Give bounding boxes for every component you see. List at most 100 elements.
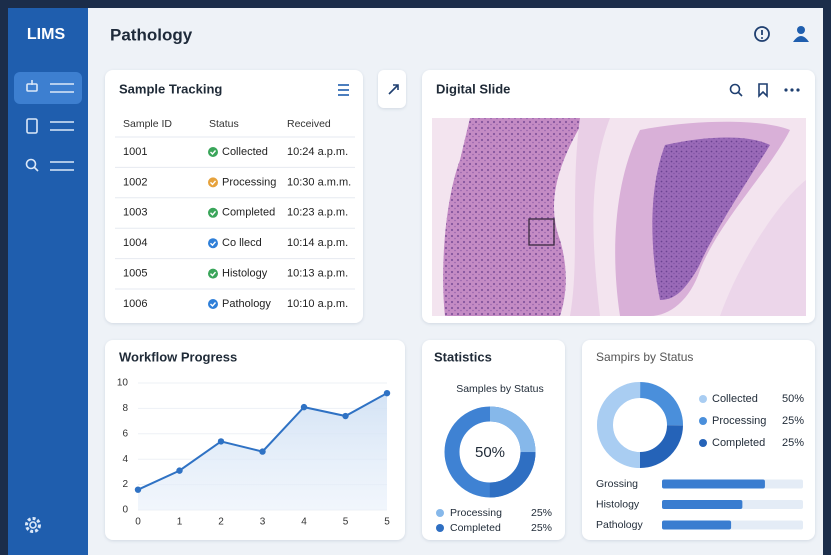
zoom-button[interactable] (729, 83, 743, 97)
column-header: Status (209, 118, 239, 130)
legend-label: Collected (712, 393, 758, 405)
status-check (210, 180, 217, 186)
received: 10:24 a.p.m. (287, 146, 348, 158)
donut-center-label: 50% (475, 444, 505, 461)
status-check (210, 302, 217, 308)
app-title: LIMS (27, 26, 66, 43)
chart-subtitle: Samples by Status (456, 383, 544, 395)
point (176, 467, 183, 474)
legend-label: Processing (450, 507, 502, 519)
column-header: Received (287, 118, 331, 130)
user-button[interactable] (793, 26, 809, 42)
sample-tracking-card (105, 70, 363, 323)
status-check (210, 241, 217, 247)
donut-segment (444, 406, 536, 498)
legend-dot (699, 417, 707, 425)
status-check (210, 210, 217, 216)
status-icon (208, 147, 218, 157)
legend-label: Completed (712, 437, 765, 449)
donut-segment (444, 406, 536, 498)
y-tick-label: 2 (122, 479, 128, 490)
sample-id: 1005 (123, 268, 147, 280)
status: Co llecd (222, 237, 262, 249)
status-icon (208, 177, 218, 188)
more-button[interactable] (784, 88, 800, 92)
bar (662, 500, 743, 509)
y-tick-label: 4 (122, 454, 128, 465)
alert-button[interactable] (754, 26, 770, 42)
expand-icon (388, 84, 399, 95)
expand-button[interactable] (378, 70, 406, 108)
received: 10:23 a.p.m. (287, 207, 348, 219)
status: Pathology (222, 298, 271, 310)
nav-item[interactable] (14, 151, 82, 181)
point (300, 403, 308, 411)
nav-item[interactable] (14, 112, 82, 142)
menu-button[interactable] (338, 84, 349, 96)
status: Histology (222, 268, 268, 280)
card-title: Workflow Progress (119, 349, 237, 364)
card-title: Sample Tracking (119, 81, 222, 96)
settings-button[interactable] (25, 517, 41, 533)
card-title: Digital Slide (436, 81, 510, 96)
point (383, 389, 391, 397)
y-tick-label: 0 (122, 505, 128, 516)
x-tick-label: 3 (260, 517, 266, 528)
x-tick-label: 0 (135, 517, 141, 528)
received: 10:14 a.p.m. (287, 237, 348, 249)
bar (662, 520, 732, 530)
point (259, 448, 266, 455)
status-icon (208, 207, 218, 218)
x-tick-label: 5 (384, 517, 390, 528)
bookmark-button[interactable] (758, 83, 768, 98)
value-label: 50% (782, 393, 804, 405)
point (134, 486, 142, 493)
donut-segment (597, 382, 683, 468)
sample-id: 1004 (123, 237, 147, 249)
y-tick-label: 6 (122, 428, 128, 439)
page-title: Pathology (110, 25, 193, 44)
status-check (210, 271, 217, 277)
y-tick-label: 8 (122, 403, 128, 414)
point (217, 438, 225, 445)
x-tick-label: 4 (301, 517, 307, 528)
card-title: Statistics (434, 349, 492, 364)
point (342, 412, 349, 420)
status-check (210, 150, 217, 156)
x-tick-label: 1 (177, 517, 183, 528)
nav-icons (25, 80, 74, 172)
donut-segment (597, 382, 683, 468)
statistics-card (422, 340, 565, 540)
status: Collected (222, 146, 268, 158)
bar-label: Histology (596, 498, 640, 510)
x-tick-label: 2 (218, 517, 224, 528)
value-label: 25% (782, 437, 804, 449)
card-title: Sampirs by Status (596, 350, 693, 364)
sample-id: 1001 (123, 146, 147, 158)
legend-dot (699, 395, 707, 403)
bar-label: Grossing (596, 478, 638, 490)
sample-id: 1003 (123, 207, 147, 219)
legend-dot (436, 524, 444, 532)
y-tick-label: 10 (117, 378, 129, 389)
bar (662, 479, 765, 489)
value-label: 25% (782, 415, 804, 427)
status-icon (208, 238, 218, 249)
nav-item-active[interactable] (14, 72, 82, 104)
bar-label: Pathology (596, 519, 643, 531)
status: Processing (222, 176, 276, 188)
received: 10:10 a.p.m. (287, 298, 348, 310)
slide-image (432, 118, 806, 316)
sample-id: 1006 (123, 298, 147, 310)
legend-dot (699, 439, 707, 447)
x-tick-label: 5 (343, 517, 349, 528)
status: Completed (222, 207, 275, 219)
legend-label: Processing (712, 415, 766, 427)
status-icon (208, 268, 218, 279)
received: 10:30 a.m.m. (287, 176, 351, 188)
received: 10:13 a.p.m. (287, 268, 348, 280)
legend-dot (436, 509, 444, 517)
value-label: 25% (531, 522, 552, 534)
status-icon (208, 299, 218, 309)
